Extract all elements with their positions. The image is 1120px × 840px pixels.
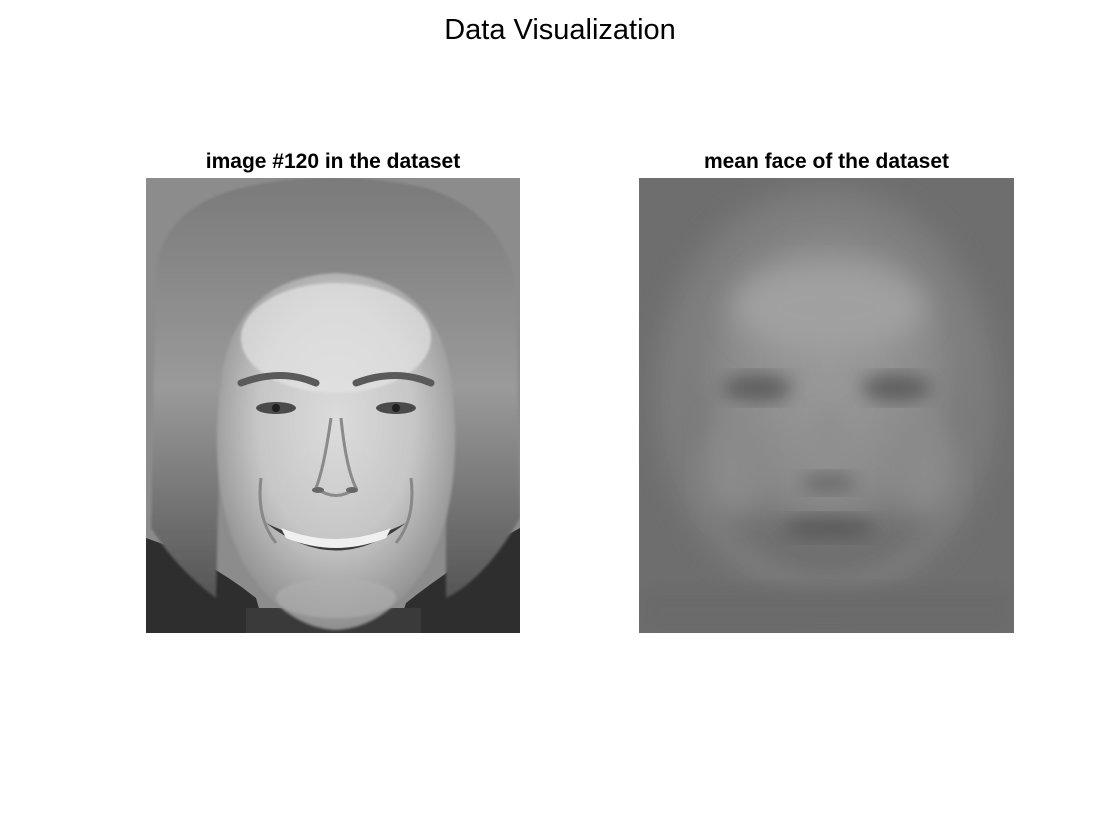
sample-image-panel: image #120 in the dataset	[146, 148, 520, 633]
mean-face-panel: mean face of the dataset	[639, 148, 1014, 633]
mean-face-image	[639, 178, 1014, 633]
sample-face-graphic	[146, 178, 520, 633]
sample-image-title: image #120 in the dataset	[205, 150, 461, 173]
mean-face-title: mean face of the dataset	[703, 150, 950, 173]
mean-face-graphic	[639, 178, 1014, 633]
sample-face-image	[146, 178, 520, 633]
figure-title: Data Visualization	[444, 14, 676, 46]
